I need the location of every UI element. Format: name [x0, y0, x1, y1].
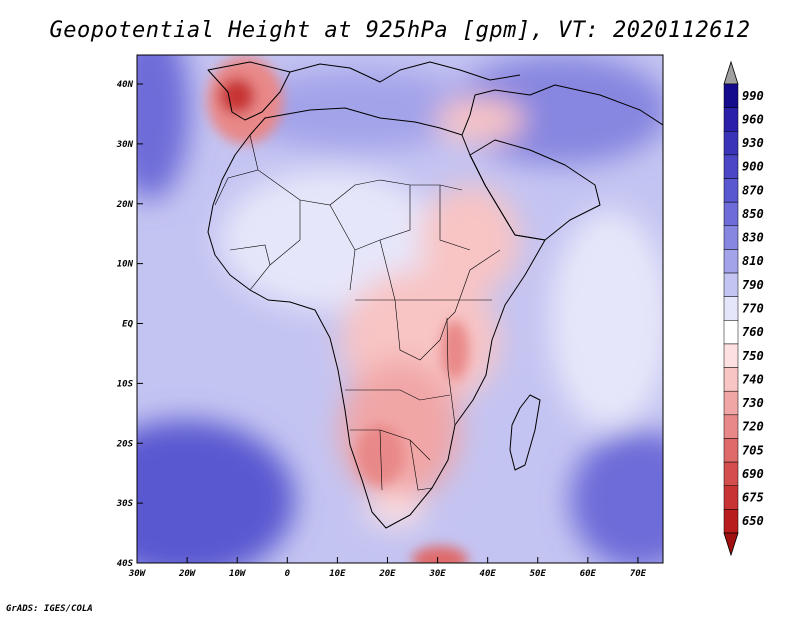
lon-tick-label: 60E	[580, 569, 597, 579]
colorbar-swatch	[723, 343, 739, 368]
lat-tick-label: 10S	[117, 379, 134, 389]
colorbar-swatch	[723, 509, 739, 534]
middle-east-coastline	[461, 84, 663, 136]
colorbar-swatch	[723, 107, 739, 132]
lat-tick-label: 40N	[117, 80, 134, 90]
lon-tick-label: 20W	[178, 569, 197, 579]
colorbar-label: 690	[742, 467, 764, 481]
colorbar-swatch	[723, 320, 739, 345]
colorbar-label: 850	[742, 207, 764, 221]
colorbar-label: 730	[742, 396, 764, 410]
lat-tick-label: 30S	[116, 499, 134, 509]
lat-tick-label: 30N	[116, 140, 134, 150]
colorbar-swatch	[723, 438, 739, 463]
grads-credit: GrADS: IGES/COLA	[6, 604, 93, 614]
colorbar-label: 960	[742, 112, 764, 126]
lon-tick-label: 30E	[428, 569, 446, 579]
colorbar-swatch	[723, 178, 739, 203]
colorbar-top-arrow	[723, 60, 739, 85]
arabia-coastline	[469, 139, 601, 241]
lon-tick-label: 70E	[630, 569, 647, 579]
colorbar-label: 900	[742, 160, 764, 174]
colorbar-label: 720	[742, 420, 764, 434]
colorbar-swatch	[723, 83, 739, 108]
colorbar-swatch	[723, 154, 739, 179]
lat-tick-label: 10N	[117, 260, 134, 270]
colorbar-label: 750	[742, 349, 764, 363]
lon-tick-label: 40E	[480, 569, 497, 579]
lon-tick-label: 50E	[530, 569, 547, 579]
lon-tick-label: 10E	[329, 569, 346, 579]
colorbar-swatch	[723, 485, 739, 510]
latitude-axis: 40N 30N 20N 10N EQ 10S 20S 30S 40S	[116, 80, 143, 569]
lon-tick-label: 0	[285, 569, 291, 579]
longitude-axis: 30W 20W 10W 0 10E 20E 30E 40E 50E 60E 70E	[128, 557, 647, 579]
colorbar-swatch	[723, 390, 739, 416]
lat-tick-label: EQ	[122, 320, 133, 330]
colorbar-label: 790	[742, 278, 764, 292]
lat-tick-label: 40S	[117, 559, 134, 569]
height-field	[137, 55, 663, 563]
coastlines	[207, 61, 663, 529]
map-frame	[136, 54, 664, 564]
lat-tick-label: 20S	[116, 439, 134, 449]
colorbar-label: 830	[742, 231, 764, 245]
colorbar-swatch	[723, 461, 739, 486]
colorbar-swatch	[723, 131, 739, 156]
colorbar-label: 930	[742, 136, 764, 150]
colorbar-swatch	[723, 296, 739, 321]
colorbar-swatch	[723, 249, 739, 274]
colorbar-label: 675	[742, 491, 764, 505]
colorbar-bottom-arrow	[723, 532, 739, 557]
colorbar-label: 740	[742, 372, 764, 386]
africa-coastline	[207, 107, 546, 529]
map-title: Geopotential Height at 925hPa [gpm], VT:…	[49, 18, 751, 43]
country-borders	[214, 134, 501, 491]
madagascar-coastline	[509, 394, 541, 471]
lon-tick-label: 10W	[229, 569, 247, 579]
colorbar-label: 990	[742, 89, 764, 103]
colorbar-swatch	[723, 201, 739, 227]
colorbar: 990 960 930 900 870 850 830 810 790 770 760 750 740 7…	[723, 60, 764, 557]
colorbar-label: 650	[742, 514, 764, 528]
colorbar-label: 870	[742, 183, 764, 197]
lon-tick-label: 20E	[378, 569, 396, 579]
colorbar-swatch	[723, 367, 739, 392]
colorbar-label: 810	[742, 254, 764, 268]
lon-tick-label: 30W	[128, 569, 147, 579]
colorbar-label: 760	[742, 325, 764, 339]
colorbar-label: 705	[742, 443, 764, 457]
colorbar-swatch	[723, 414, 739, 439]
map-panel: 30W 20W 10W 0 10E 20E 30E 40E 50E 60E 70E 40N 30N 20…	[116, 54, 664, 579]
europe-coastline	[289, 61, 521, 83]
colorbar-swatch	[723, 272, 739, 297]
height-lows	[207, 56, 469, 563]
colorbar-label: 770	[742, 302, 764, 316]
colorbar-swatch	[723, 225, 739, 250]
iberia-coastline	[207, 61, 291, 121]
lat-tick-label: 20N	[116, 200, 134, 210]
